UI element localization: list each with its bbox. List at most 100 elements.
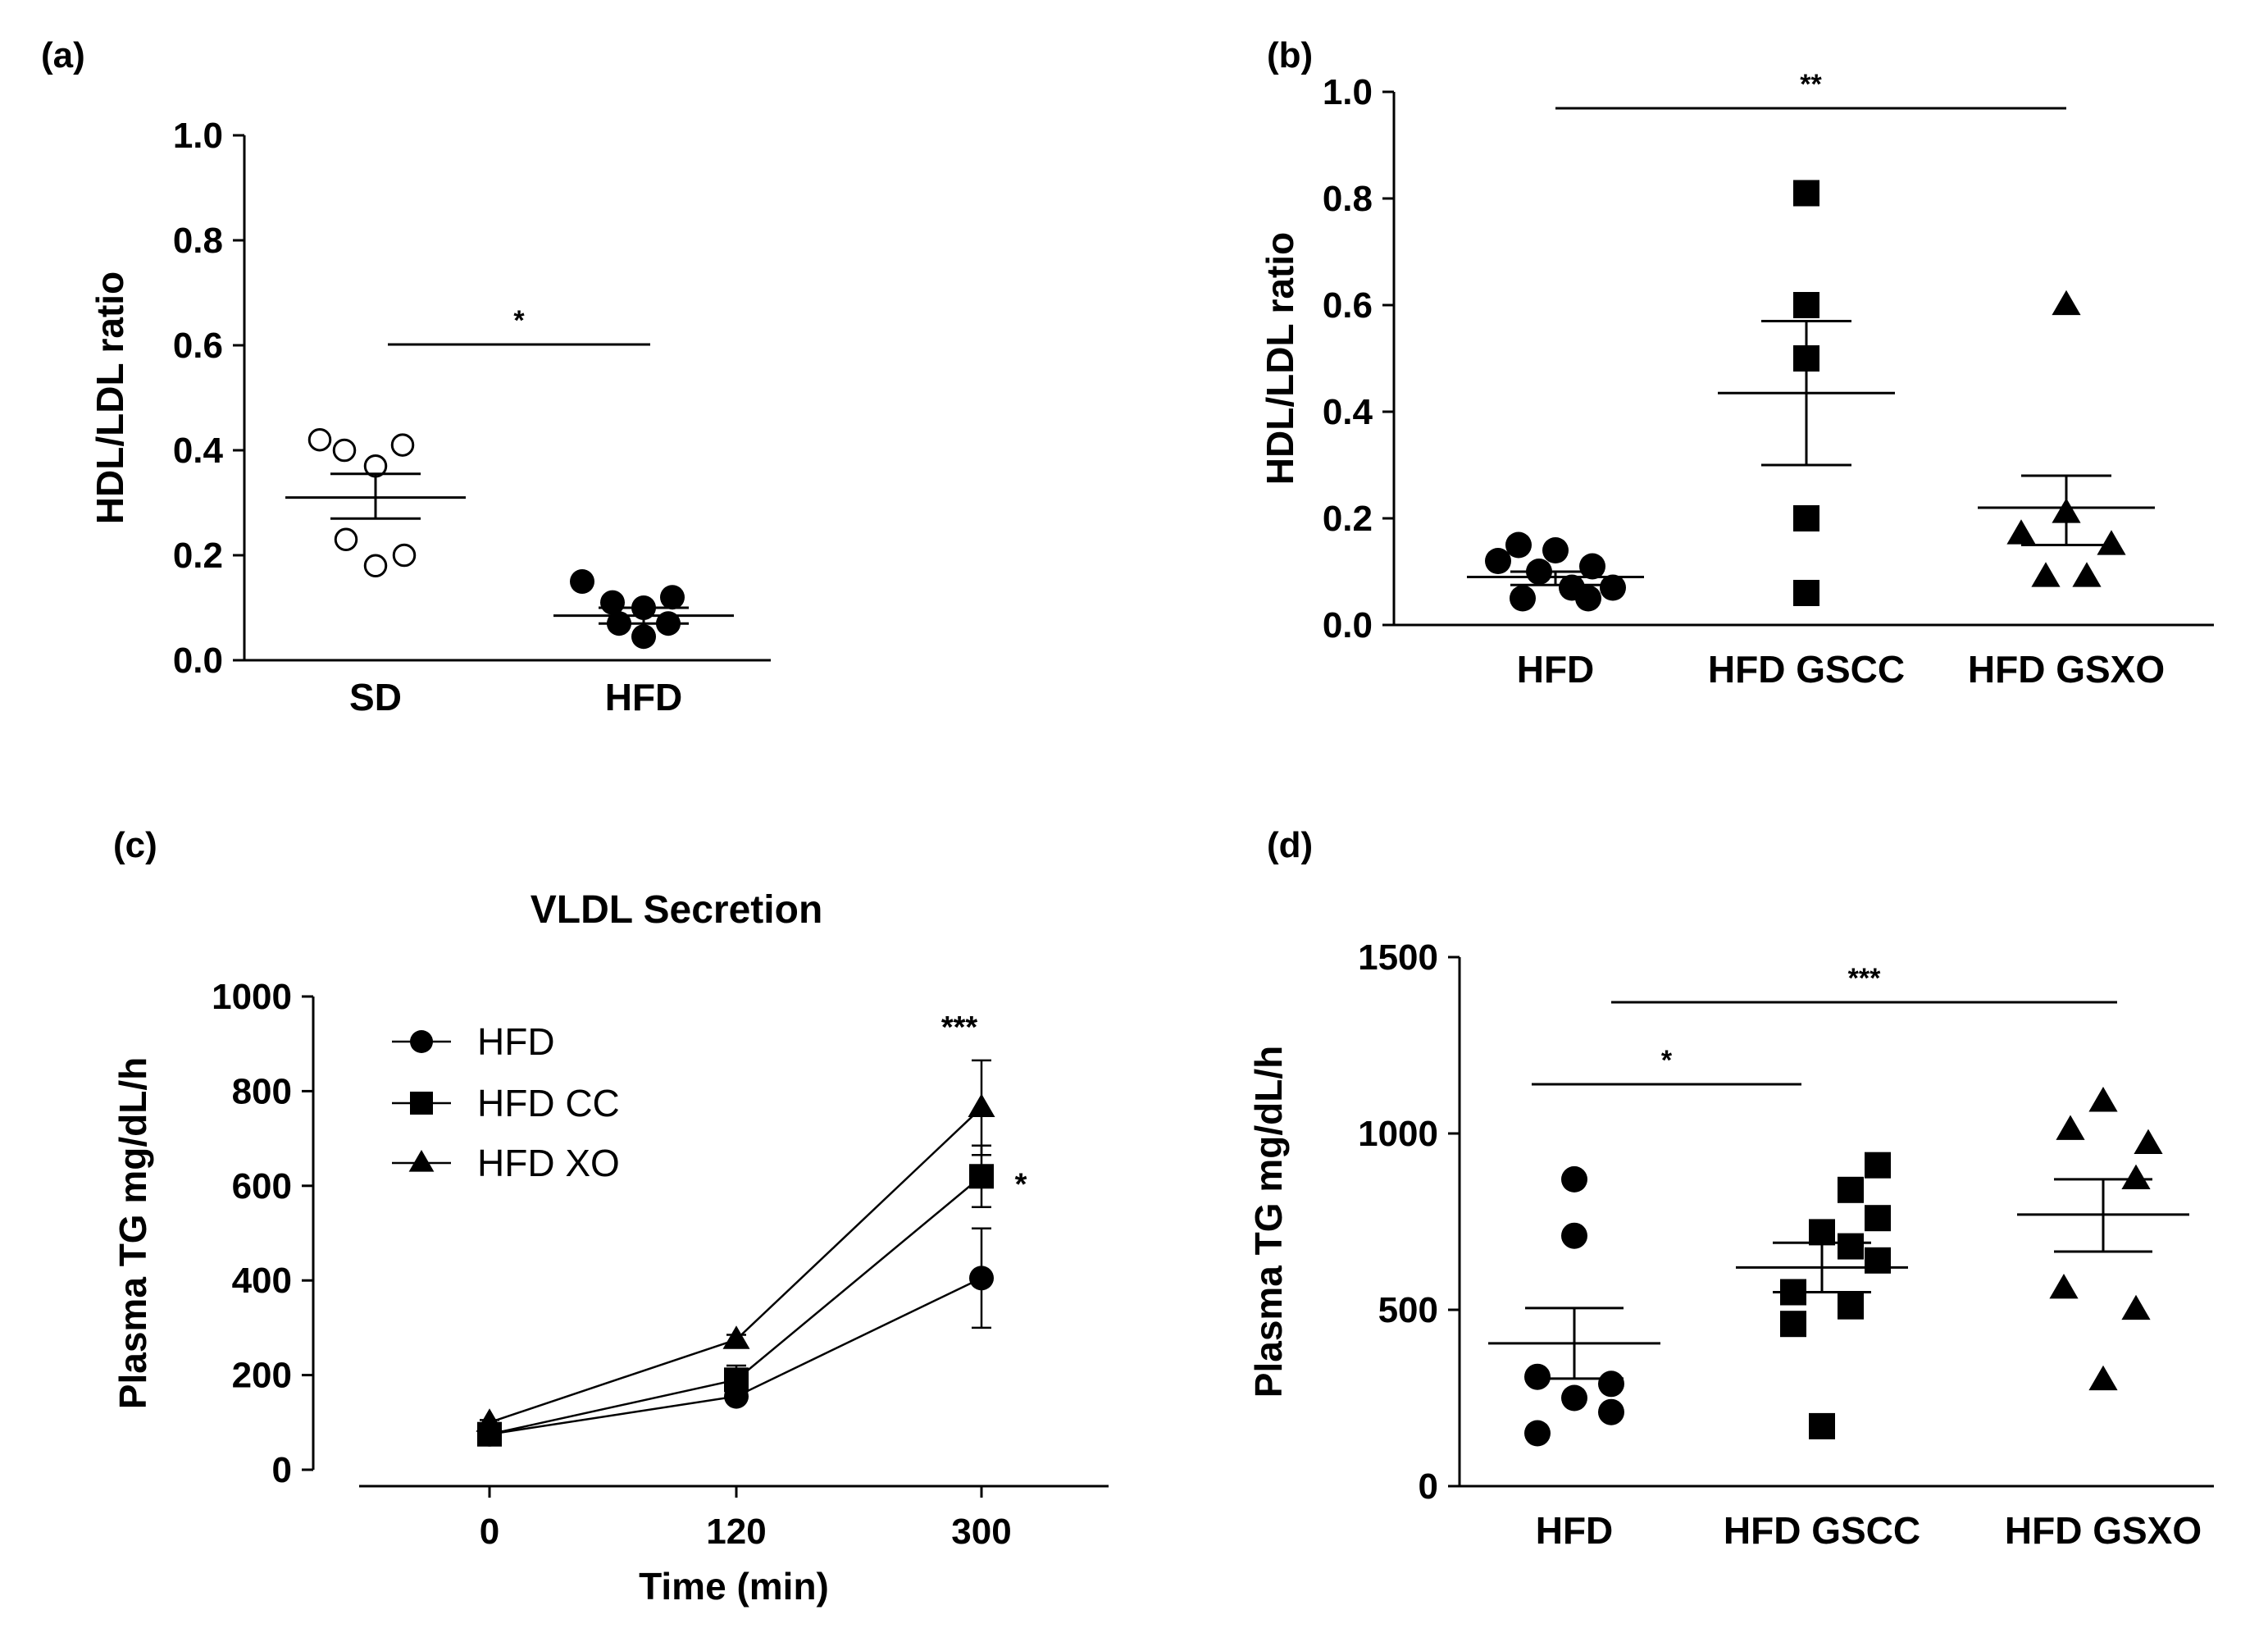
data-point — [1510, 585, 1536, 612]
y-tick-label: 400 — [232, 1261, 292, 1301]
x-category-label: HFD GSCC — [1724, 1509, 1920, 1552]
series-line — [489, 1277, 982, 1435]
x-category-label: HFD GSXO — [2005, 1509, 2202, 1552]
panel-label: (d) — [1267, 825, 1313, 865]
data-point — [2134, 1129, 2163, 1155]
significance-label: *** — [941, 1010, 978, 1045]
x-category-label: HFD — [1536, 1509, 1614, 1552]
data-point — [1793, 505, 1819, 531]
y-tick-label: 500 — [1378, 1290, 1438, 1330]
y-tick-label: 200 — [232, 1356, 292, 1396]
data-point — [1809, 1412, 1835, 1439]
data-point — [392, 543, 417, 568]
x-category-label: HFD GSCC — [1708, 648, 1905, 691]
data-point — [1838, 1233, 1864, 1260]
significance-label: *** — [1848, 963, 1881, 994]
y-tick-label: 0 — [272, 1450, 292, 1490]
legend-label: HFD — [477, 1020, 555, 1063]
data-point — [334, 527, 358, 552]
x-tick-label: 300 — [951, 1512, 1011, 1552]
data-point — [969, 1164, 994, 1189]
y-tick-label: 1500 — [1358, 937, 1438, 978]
data-point — [724, 1367, 749, 1393]
x-axis-title: Time (min) — [639, 1565, 829, 1608]
x-tick-label: 0 — [480, 1512, 499, 1552]
data-point — [1600, 574, 1626, 601]
y-tick-label: 1.0 — [173, 116, 223, 156]
data-point — [2097, 530, 2126, 555]
significance-label: ** — [1800, 69, 1822, 100]
data-point — [2121, 1164, 2151, 1190]
data-point — [1780, 1311, 1806, 1338]
data-point — [1598, 1398, 1624, 1425]
y-tick-label: 0.2 — [1323, 499, 1373, 539]
data-point — [2056, 1115, 2085, 1140]
data-point — [1793, 180, 1819, 207]
data-point — [1809, 1219, 1835, 1246]
data-point — [2049, 1273, 2079, 1299]
x-category-label: HFD GSXO — [1968, 648, 2165, 691]
y-tick-label: 0.8 — [1323, 179, 1373, 219]
x-tick-label: 120 — [706, 1512, 766, 1552]
significance-label: * — [1015, 1167, 1027, 1202]
y-tick-label: 0.0 — [173, 641, 223, 681]
legend-label: HFD CC — [477, 1082, 620, 1124]
chart-title: VLDL Secretion — [531, 888, 823, 932]
data-point — [1561, 1222, 1587, 1249]
data-point — [2088, 1365, 2118, 1391]
y-tick-label: 0 — [1419, 1466, 1438, 1507]
data-point — [2052, 290, 2081, 316]
data-point — [1579, 553, 1605, 580]
data-point — [1575, 585, 1601, 612]
legend-marker — [408, 1150, 435, 1172]
y-axis-title: Plasma TG mg/dL/h — [1247, 1046, 1290, 1398]
data-point — [2121, 1294, 2151, 1320]
data-point — [1561, 1165, 1587, 1193]
panel-b: (b) 0.0 0.2 0.4 0.6 0.8 1.0 HDL/LDL ratio HFD HFD… — [1259, 35, 2214, 691]
y-tick-label: 0.4 — [1323, 392, 1373, 432]
legend-marker — [410, 1030, 433, 1053]
data-point — [1793, 292, 1819, 318]
y-tick-label: 1000 — [1358, 1114, 1438, 1154]
data-point — [1542, 537, 1569, 563]
panel-a: (a) 0.0 0.2 0.4 0.6 0.8 1.0 HDL/LDL ratio SD HFD * — [41, 35, 771, 718]
x-category-label: SD — [349, 676, 402, 718]
data-point — [1865, 1152, 1891, 1179]
panel-label: (a) — [41, 35, 85, 75]
data-point — [1485, 548, 1511, 574]
data-point — [1561, 1384, 1587, 1412]
data-point — [1865, 1247, 1891, 1274]
y-axis-title: Plasma TG mg/dL/h — [112, 1057, 154, 1409]
data-point — [660, 585, 685, 610]
y-tick-label: 1.0 — [1323, 72, 1373, 112]
data-point — [600, 590, 625, 615]
panel-d: (d) 0 500 1000 1500 Plasma TG mg/dL/h HFD HFD G… — [1247, 825, 2214, 1552]
y-tick-label: 0.8 — [173, 221, 223, 261]
data-point — [2088, 1087, 2118, 1112]
y-tick-label: 1000 — [212, 977, 292, 1017]
y-tick-label: 0.6 — [173, 326, 223, 366]
data-point — [968, 1093, 995, 1117]
y-tick-label: 0.4 — [173, 431, 224, 471]
x-category-label: HFD — [605, 676, 683, 718]
data-point — [363, 554, 388, 578]
data-point — [307, 427, 332, 452]
significance-label: * — [513, 305, 525, 336]
data-point — [2072, 562, 2102, 587]
data-point — [1838, 1293, 1864, 1320]
y-axis-title: HDL/LDL ratio — [1259, 232, 1301, 485]
data-point — [1598, 1371, 1624, 1398]
x-category-label: HFD — [1517, 648, 1595, 691]
data-point — [2031, 562, 2061, 587]
data-point — [476, 1408, 503, 1432]
data-point — [390, 433, 415, 457]
data-point — [1838, 1176, 1864, 1203]
y-tick-label: 0.2 — [173, 536, 223, 576]
y-tick-label: 0.0 — [1323, 605, 1373, 645]
y-tick-label: 800 — [232, 1071, 292, 1111]
data-point — [2006, 519, 2036, 545]
data-point — [1505, 531, 1532, 559]
panel-label: (b) — [1267, 35, 1313, 75]
data-point — [570, 569, 594, 594]
